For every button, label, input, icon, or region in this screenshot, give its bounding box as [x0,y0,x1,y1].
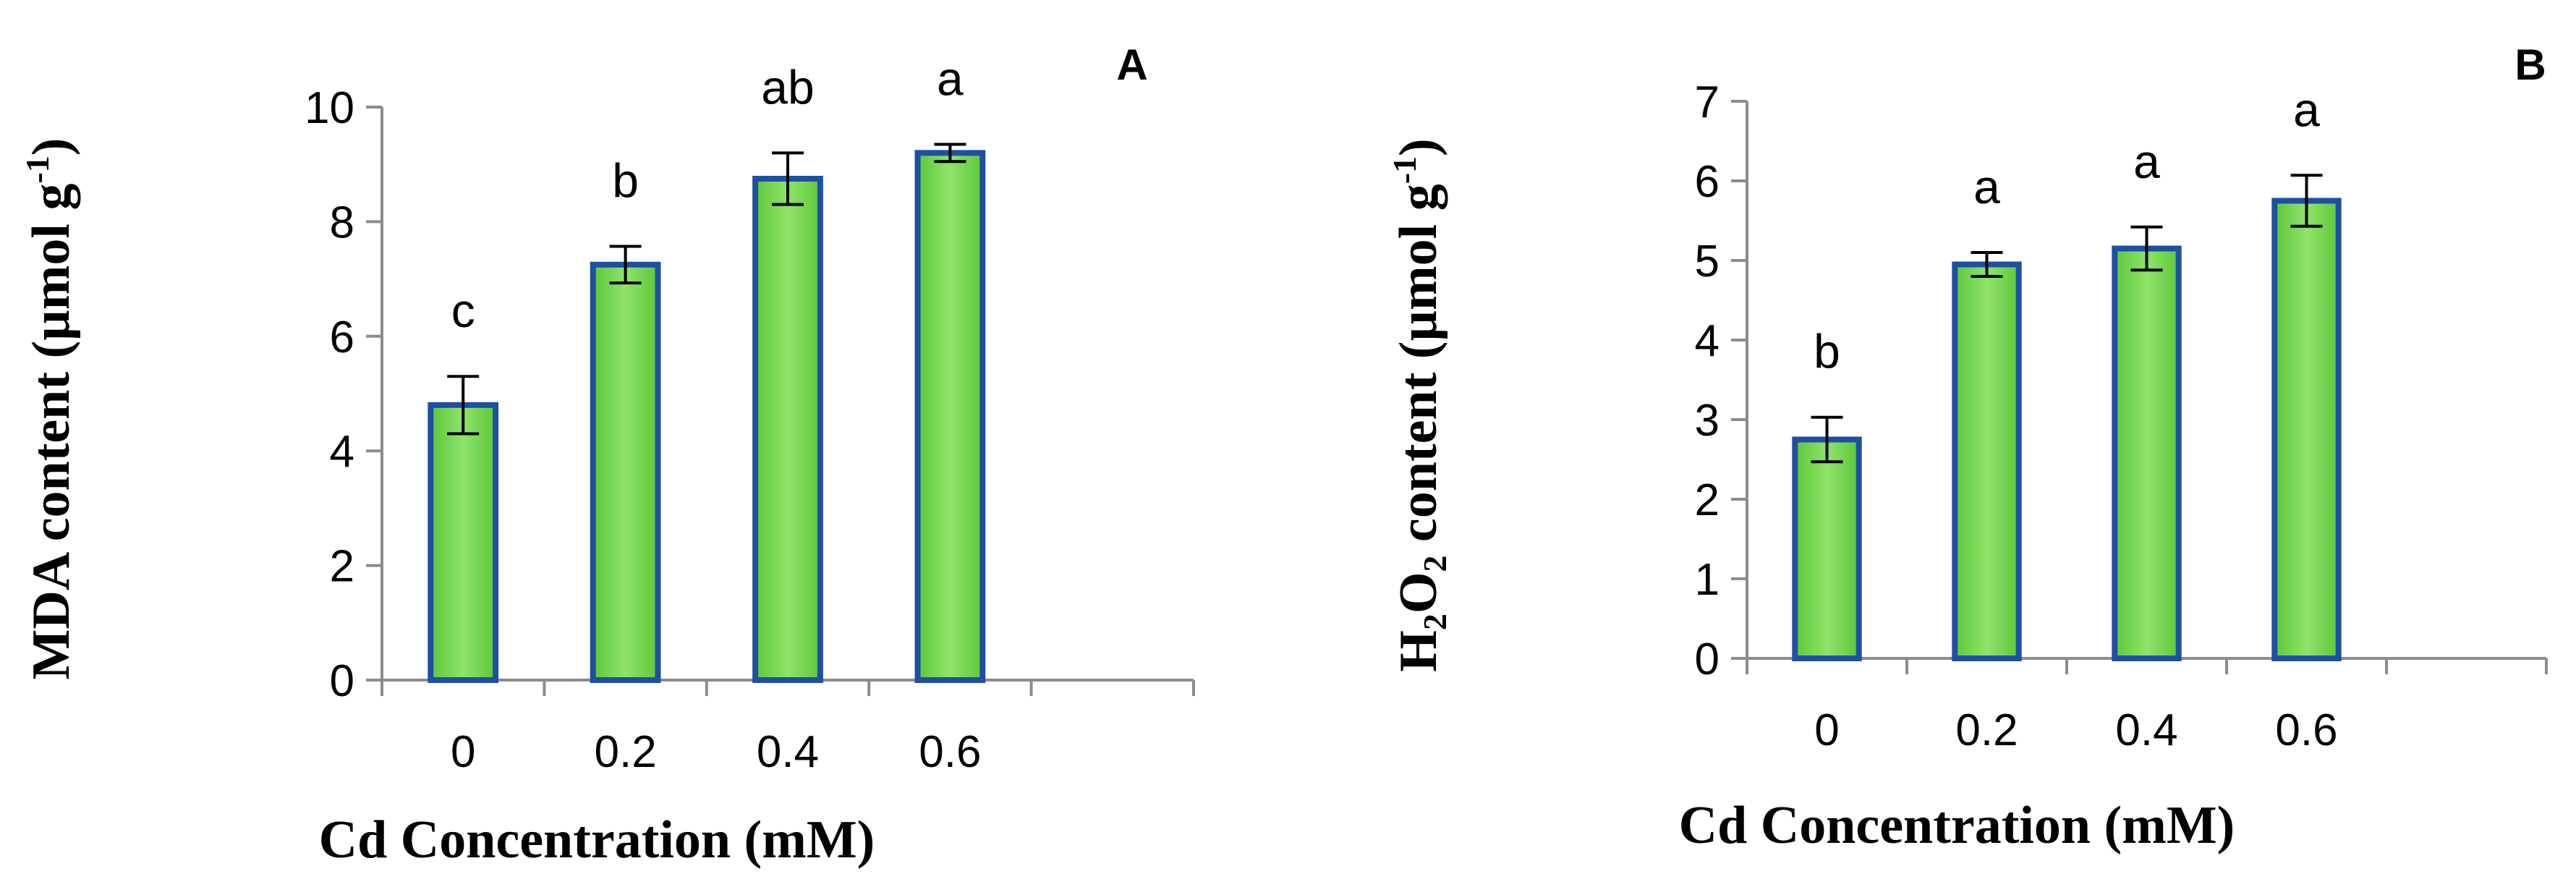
y-tick-label-a: 2 [330,542,354,592]
y-tick-label-b: 1 [1695,555,1720,605]
y-axis-title-b: H2O2 content (µmol g-1) [1386,138,1453,671]
x-tick-label-a: 0.4 [757,727,819,777]
x-tick-label-a: 0.2 [594,727,656,777]
x-axis-title-a: Cd Concentration (mM) [319,810,875,870]
y-tick-label-b: 4 [1695,316,1720,366]
x-tick-label-b: 0 [1814,705,1839,755]
bar-a [428,402,499,684]
x-tick-label-b: 0.2 [1955,705,2018,755]
y-tick-label-a: 6 [330,313,354,362]
y-tick-label-a: 8 [330,198,354,247]
y-tick-label-a: 10 [305,83,354,133]
y-tick-label-b: 6 [1695,157,1720,207]
chart-panel-a: A MDA content (µmol g-1) Cd Concentratio… [19,41,1195,870]
x-axis-title-b: Cd Concentration (mM) [1679,796,2235,855]
significance-label-a: a [937,51,964,105]
significance-label-b: a [1973,160,2000,213]
y-tick-label-a: 4 [330,427,354,477]
y-tick-label-b: 2 [1695,475,1720,525]
x-tick-label-b: 0.6 [2275,705,2337,755]
significance-label-b: b [1814,325,1840,378]
bar-b [1952,261,2022,661]
y-tick-label-b: 5 [1695,237,1720,287]
y-tick-label-b: 3 [1695,396,1720,446]
bar-a [752,176,823,683]
bar-b [1792,436,1862,661]
significance-label-a: c [451,284,475,337]
bar-a [590,261,661,683]
significance-label-a: b [612,153,639,207]
significance-label-b: a [2133,135,2160,188]
bar-a [914,150,986,684]
significance-label-b: a [2293,82,2320,136]
y-tick-label-a: 0 [330,656,354,706]
panel-label-b: B [2515,41,2546,89]
significance-label-a: ab [761,60,814,114]
y-axis-title-a: MDA content (µmol g-1) [19,138,81,680]
x-tick-label-a: 0 [451,727,475,777]
panel-label-a: A [1116,41,1147,89]
x-tick-label-a: 0.6 [919,727,981,777]
y-tick-label-b: 0 [1695,635,1720,684]
x-tick-label-b: 0.4 [2115,705,2177,755]
y-tick-label-b: 7 [1695,77,1720,127]
bar-b [2112,245,2182,661]
bar-b [2271,198,2342,661]
chart-panel-b: B H2O2 content (µmol g-1) Cd Concentrati… [1386,41,2548,855]
